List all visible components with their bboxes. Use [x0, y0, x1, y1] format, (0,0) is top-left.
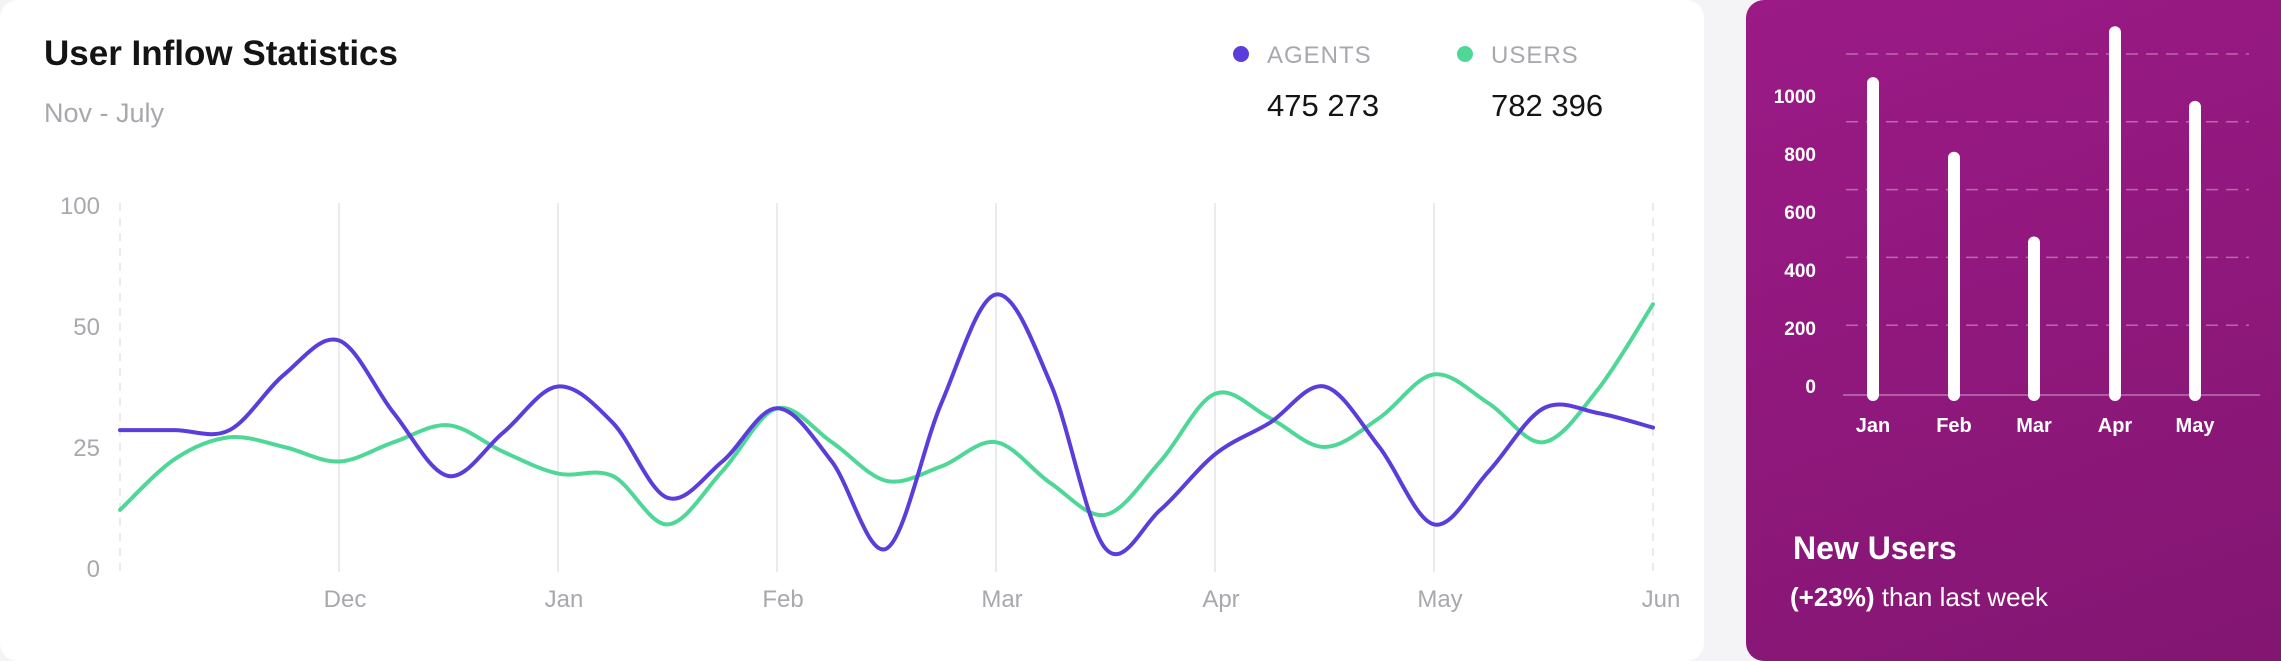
- x-tick-label: May: [1417, 586, 1462, 613]
- line-chart: 0 25 50 100 Dec Jan Feb Mar Apr May Jun: [60, 193, 1681, 613]
- legend-users-label: USERS: [1491, 42, 1579, 69]
- user-inflow-card: User Inflow Statistics Nov - July AGENTS…: [0, 0, 1704, 661]
- bar-y-tick-label: 600: [1784, 203, 1816, 224]
- x-tick-label: Jan: [545, 586, 584, 613]
- legend-users-value: 782 396: [1491, 88, 1604, 123]
- series-line-users[interactable]: [118, 302, 1655, 527]
- y-tick-label: 25: [73, 435, 100, 462]
- new-users-note: (+23%) than last week: [1790, 582, 2048, 613]
- bar-x-tick-label: Jan: [1856, 415, 1890, 437]
- chart-subtitle: Nov - July: [44, 98, 165, 128]
- x-tick-label: Apr: [1202, 586, 1239, 613]
- bar-y-tick-label: 0: [1805, 377, 1816, 398]
- legend-agents-value: 475 273: [1267, 88, 1380, 123]
- agents-dot-icon: [1233, 46, 1249, 62]
- bar-x-tick-label: Feb: [1936, 415, 1972, 437]
- x-tick-label: Dec: [324, 586, 367, 613]
- new-users-note-text: than last week: [1881, 582, 2048, 612]
- y-tick-label: 50: [73, 314, 100, 341]
- bar-x-tick-label: Apr: [2098, 415, 2133, 437]
- x-tick-label: Feb: [762, 586, 803, 613]
- bar-x-tick-label: Mar: [2016, 415, 2052, 437]
- x-tick-label: Jun: [1642, 586, 1681, 613]
- x-tick-label: Mar: [981, 586, 1022, 613]
- y-tick-label: 100: [60, 193, 100, 220]
- legend-agents-label: AGENTS: [1267, 42, 1372, 69]
- chart-title: User Inflow Statistics: [44, 34, 398, 73]
- new-users-card: 0 200 400 600 800 1000 Jan Feb Mar Apr May New Use…: [1746, 0, 2281, 661]
- new-users-change: (+23%): [1790, 582, 1875, 612]
- series-line-agents[interactable]: [118, 292, 1655, 557]
- bar-chart: 0 200 400 600 800 1000 Jan Feb Mar Apr May: [1774, 26, 2260, 437]
- bar-x-tick-label: May: [2176, 415, 2216, 437]
- bar-y-tick-label: 200: [1784, 319, 1816, 340]
- bar-y-tick-label: 800: [1784, 145, 1816, 166]
- bar-y-tick-label: 400: [1784, 261, 1816, 282]
- users-dot-icon: [1457, 46, 1473, 62]
- bar-y-tick-label: 1000: [1774, 87, 1816, 108]
- new-users-title: New Users: [1793, 530, 1957, 566]
- y-tick-label: 0: [87, 556, 100, 583]
